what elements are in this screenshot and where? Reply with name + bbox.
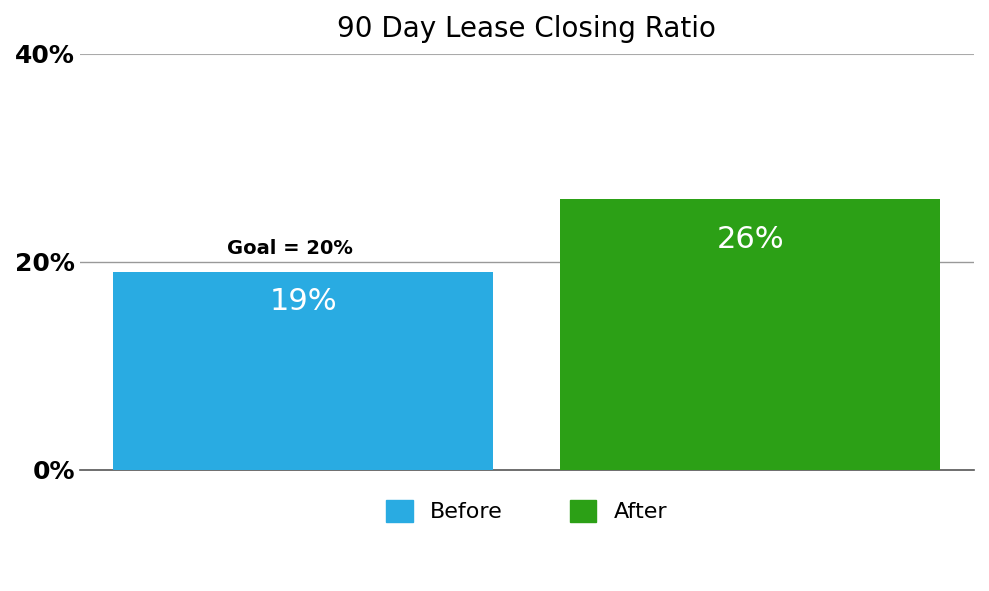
Legend: Before, After: Before, After — [375, 488, 678, 534]
Bar — [561, 199, 941, 470]
Text: 26%: 26% — [717, 225, 784, 254]
Bar — [114, 272, 494, 470]
Title: 90 Day Lease Closing Ratio: 90 Day Lease Closing Ratio — [337, 15, 716, 43]
Text: Goal = 20%: Goal = 20% — [227, 239, 353, 258]
Text: 19%: 19% — [269, 287, 337, 316]
